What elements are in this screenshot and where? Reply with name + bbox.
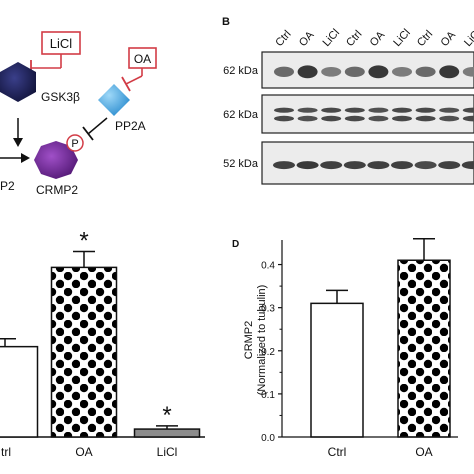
chart-c: trl * OA * LiCl — [0, 228, 205, 459]
pp2a-label: PP2A — [115, 119, 146, 133]
blot-band — [392, 67, 412, 77]
blot-band — [392, 107, 412, 113]
oa-label: OA — [134, 52, 151, 66]
blot-band — [297, 65, 318, 79]
pp2a-node — [98, 84, 130, 116]
blot-band — [368, 107, 389, 113]
gsk3b-label: GSK3β — [41, 90, 80, 104]
blot-band — [273, 161, 295, 170]
y-tick-label: 0.0 — [261, 433, 275, 444]
blot-band — [344, 115, 365, 122]
lane-label: Ctrl — [344, 28, 364, 49]
lane-label: LiCl — [462, 27, 474, 49]
lane-label: Ctrl — [415, 28, 435, 49]
bar — [397, 259, 451, 438]
blot-band — [344, 107, 365, 113]
significance-star: * — [79, 228, 88, 255]
oa-inhibit-bar — [121, 76, 131, 92]
y-tick-label: 0.1 — [261, 390, 275, 401]
blot-band — [462, 115, 474, 122]
lane-label: OA — [297, 29, 317, 49]
x-tick-label: OA — [415, 445, 432, 459]
blot-band — [297, 107, 318, 113]
blot-band — [462, 67, 474, 77]
cut-off-label: P2 — [0, 179, 15, 193]
pathway-diagram: LiCl GSK3β OA PP2A P2 P CRMP2 — [0, 31, 157, 197]
pp2a-inhibit-line — [87, 117, 108, 135]
blot-band — [439, 115, 460, 122]
blot-band — [320, 161, 343, 170]
blot-band — [321, 67, 342, 77]
blot-band — [439, 65, 460, 79]
blot-band — [415, 66, 436, 78]
bar — [133, 428, 201, 438]
licl-label: LiCl — [50, 36, 73, 51]
blot-band — [368, 65, 389, 79]
blot-band — [368, 115, 389, 122]
panel-d-letter: D — [232, 239, 239, 250]
pp2a-inhibit-bar — [82, 126, 94, 141]
chart-d-ylabel-line1: CRMP2 — [243, 321, 255, 360]
lane-label: Ctrl — [273, 28, 293, 49]
blot-band — [414, 161, 437, 170]
lane-label: OA — [368, 29, 388, 49]
blot-kda-label: 62 kDa — [223, 109, 259, 121]
blot-band — [392, 115, 412, 122]
blot-band — [274, 66, 294, 78]
blot-band — [367, 161, 390, 170]
lane-label: OA — [439, 29, 459, 49]
oa-inhibit-line — [125, 75, 143, 85]
blot-band — [415, 107, 436, 113]
blot-band — [461, 161, 474, 170]
blot-band — [462, 107, 474, 113]
chart-d: D CRMP2 (Normalized to tubulin) Ctrl OA 0.… — [232, 237, 458, 459]
chart-d-ylabel-line2: (Normalized to tubulin) — [256, 285, 268, 396]
x-tick-label: LiCl — [157, 445, 178, 459]
blot-strip — [261, 51, 474, 89]
phospho-badge — [66, 134, 84, 152]
blot-band — [274, 115, 294, 122]
x-tick-label: OA — [75, 445, 92, 459]
lane-labels: Ctrl OA LiCl Ctrl OA LiCl Ctrl OA LiCl — [273, 27, 474, 49]
blot-band — [343, 161, 366, 170]
blot-band — [391, 161, 413, 170]
x-tick-label: Ctrl — [328, 445, 347, 459]
y-tick-label: 0.4 — [261, 261, 275, 272]
y-tick-label: 0.3 — [261, 304, 275, 315]
blot-strip — [261, 94, 474, 134]
bar — [0, 345, 39, 438]
blot-band — [321, 107, 342, 113]
blot-strips: 62 kDa 62 kDa 52 kDa — [223, 51, 474, 185]
crmp2-node — [34, 141, 78, 179]
blot-band — [415, 115, 436, 122]
bar — [50, 266, 118, 438]
blot-band — [438, 161, 461, 170]
bar — [310, 302, 364, 438]
gsk3b-down-arrow — [13, 138, 23, 147]
blot-band — [439, 107, 460, 113]
phospho-label: P — [71, 138, 78, 150]
blot-kda-label: 52 kDa — [223, 158, 259, 170]
y-tick-label: 0.2 — [261, 347, 275, 358]
significance-star: * — [162, 402, 171, 429]
blot-band — [274, 107, 294, 113]
lane-label: LiCl — [391, 27, 413, 49]
lane-label: LiCl — [321, 27, 343, 49]
western-blot-panel: B Ctrl OA LiCl Ctrl OA LiCl Ctrl OA LiCl 62 kDa6… — [222, 16, 474, 185]
blot-band — [321, 115, 342, 122]
panel-b-letter: B — [222, 16, 230, 28]
crmp2-label: CRMP2 — [36, 183, 78, 197]
blot-band — [344, 66, 365, 78]
blot-band — [297, 115, 318, 122]
blot-band — [296, 161, 319, 170]
blot-strip — [261, 141, 474, 185]
gsk3b-node — [0, 62, 36, 102]
into-crmp2-arrow — [21, 153, 30, 163]
blot-kda-label: 62 kDa — [223, 65, 259, 77]
x-tick-label: trl — [1, 445, 11, 459]
